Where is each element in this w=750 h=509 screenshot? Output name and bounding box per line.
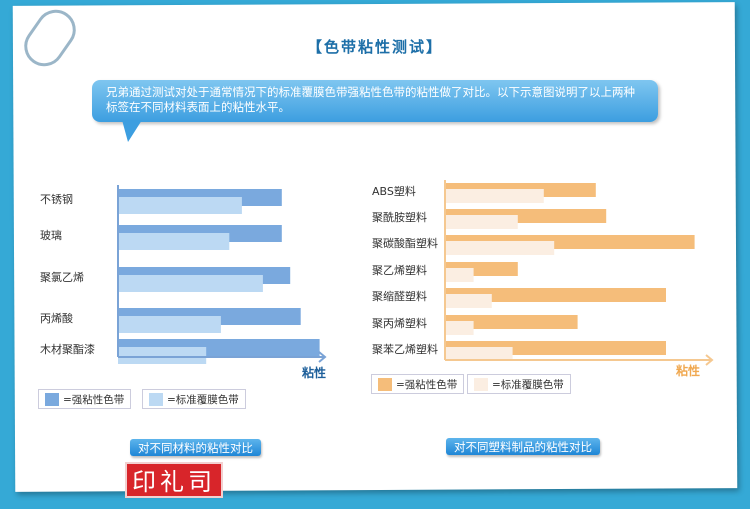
- x-axis-label: 粘性: [676, 363, 700, 378]
- category-label: 聚丙烯塑料: [372, 316, 427, 330]
- legend-left-standard: =标准覆膜色带: [142, 389, 246, 409]
- bar-standard-3: [445, 268, 474, 282]
- category-label: 丙烯酸: [40, 311, 73, 325]
- bar-standard-5: [445, 321, 474, 335]
- legend-label: =标准覆膜色带: [167, 393, 239, 406]
- legend-label: =强粘性色带: [63, 393, 125, 406]
- category-label: 聚苯乙烯塑料: [372, 342, 438, 356]
- bar-standard-4: [118, 347, 207, 364]
- bubble-tail: [122, 120, 142, 142]
- legend-left-strong: =强粘性色带: [38, 389, 132, 409]
- bar-standard-0: [118, 197, 242, 214]
- bar-strong-5: [445, 315, 578, 329]
- intro-bubble: 兄弟通过测试对处于通常情况下的标准覆膜色带强粘性色带的粘性做了对比。以下示意图说…: [92, 80, 658, 122]
- page-title: 【色带粘性测试】: [306, 38, 443, 56]
- category-label: 木材聚酯漆: [40, 342, 95, 356]
- category-label: 聚缩醛塑料: [372, 289, 427, 303]
- legend-swatch: [474, 377, 488, 391]
- caption-materials: 对不同材料的粘性对比: [130, 439, 261, 456]
- bar-standard-6: [445, 347, 513, 361]
- bar-standard-1: [445, 215, 518, 229]
- bar-standard-4: [445, 294, 492, 308]
- bar-standard-3: [118, 316, 221, 333]
- category-label: 聚碳酸酯塑料: [372, 236, 438, 250]
- category-label: 聚氯乙烯: [40, 270, 84, 284]
- category-label: ABS塑料: [372, 184, 416, 198]
- category-label: 玻璃: [40, 228, 62, 242]
- legend-label: =标准覆膜色带: [492, 378, 564, 391]
- bar-standard-0: [445, 189, 544, 203]
- legend-swatch: [149, 392, 163, 406]
- bar-standard-2: [118, 275, 263, 292]
- category-label: 不锈钢: [40, 193, 73, 206]
- bar-standard-2: [445, 241, 555, 255]
- category-label: 聚酰胺塑料: [372, 210, 427, 224]
- bar-standard-1: [118, 233, 230, 250]
- brand-logo: 印礼司: [125, 462, 223, 498]
- category-label: 聚乙烯塑料: [372, 263, 427, 277]
- legend-swatch: [378, 377, 392, 391]
- legend-right-standard: =标准覆膜色带: [467, 374, 571, 394]
- axis-arrow-icon: [318, 351, 327, 363]
- bar-strong-4: [445, 288, 666, 302]
- legend-swatch: [45, 392, 59, 406]
- x-axis-label: 粘性: [302, 365, 326, 380]
- caption-plastics: 对不同塑料制品的粘性对比: [446, 438, 600, 455]
- legend-right-strong: =强粘性色带: [371, 374, 465, 394]
- legend-label: =强粘性色带: [396, 378, 458, 391]
- axis-arrow-icon: [705, 354, 714, 366]
